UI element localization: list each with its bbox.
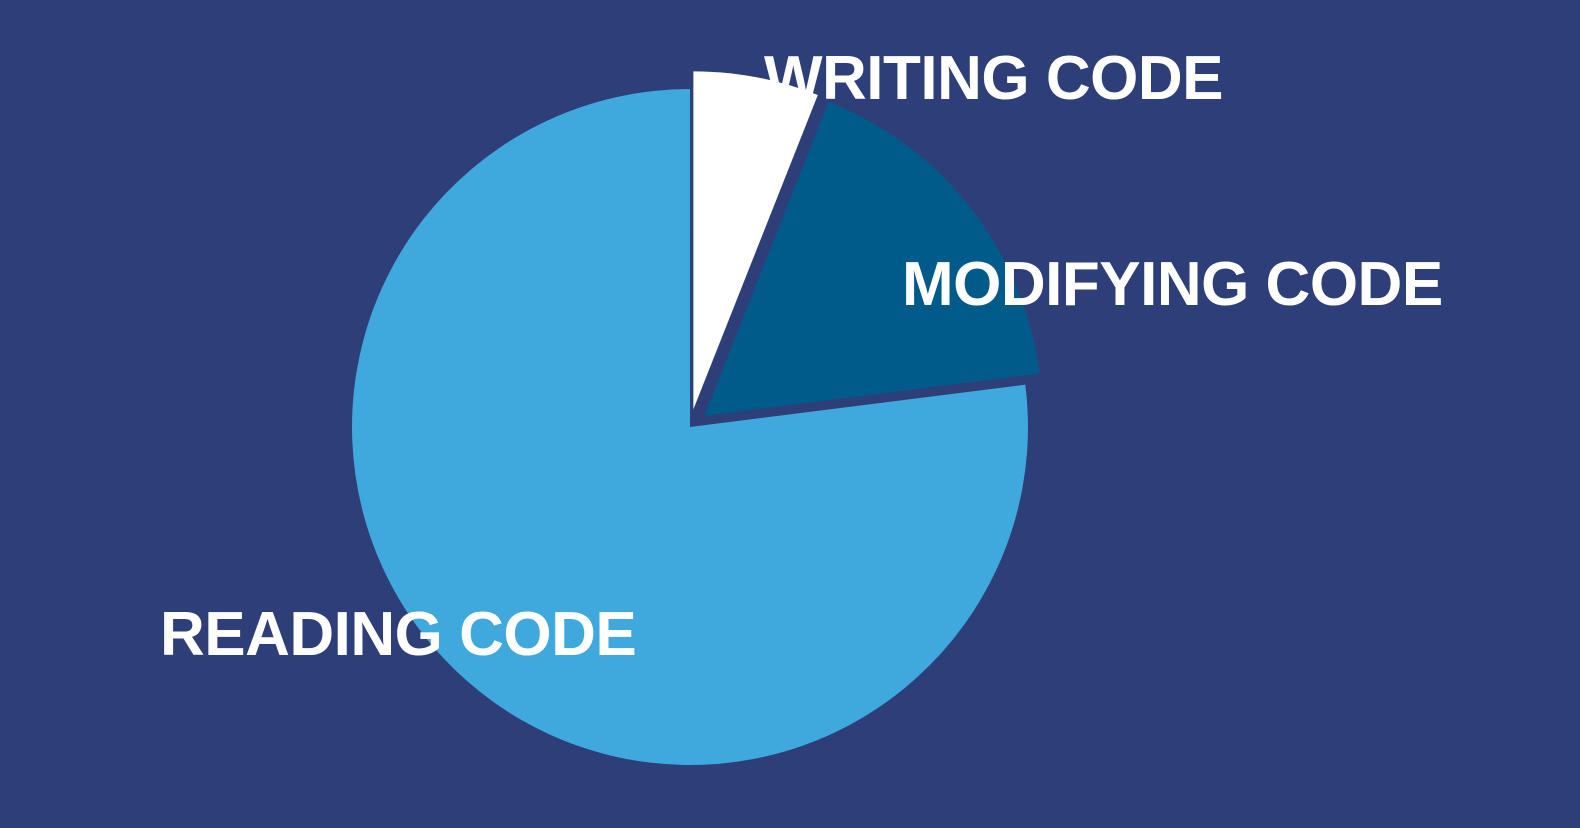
- pie-slice-modifying-code: [704, 101, 1040, 416]
- slice-label-modifying-code: MODIFYING CODE: [902, 250, 1443, 319]
- slice-label-writing-code: WRITING CODE: [764, 44, 1223, 113]
- pie-slice-reading-code: [351, 89, 1028, 766]
- slice-label-reading-code: READING CODE: [160, 600, 637, 669]
- pie-slice-writing-code: [693, 71, 818, 410]
